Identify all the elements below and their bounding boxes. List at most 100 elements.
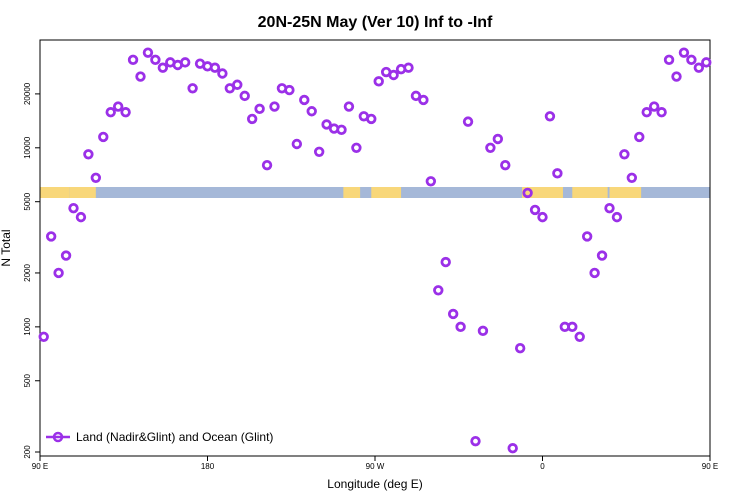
data-point-58 [470,435,481,447]
data-point-11 [120,107,131,118]
legend: Land (Nadir&Glint) and Ocean (Glint) [46,430,273,444]
data-point-51 [418,94,429,106]
legend-entry: Land (Nadir&Glint) and Ocean (Glint) [76,430,273,444]
data-point-7 [90,172,102,183]
data-point-65 [522,187,533,199]
data-point-13 [135,71,146,82]
land-segment-5 [572,187,608,198]
data-point-56 [455,321,466,333]
x-axis-label: Longitude (deg E) [327,477,422,491]
data-point-77 [611,211,623,223]
data-point-36 [306,106,317,117]
x-tick-label-2: 90 W [366,462,385,471]
x-axis: 90 E 180 90 W 0 90 E [32,456,718,471]
data-point-38 [321,119,332,130]
data-point-60 [485,142,496,154]
data-point-5 [75,211,87,223]
data-point-79 [626,172,638,183]
data-point-71 [567,321,578,333]
data-point-2 [53,267,64,279]
data-point-41 [343,101,355,112]
data-point-0 [38,331,49,342]
y-tick-label-6: 20000 [23,82,32,105]
data-point-8 [98,131,109,143]
data-point-29 [254,103,265,115]
data-point-66 [529,204,541,216]
land-segment-0 [40,187,70,198]
y-tick-label-2: 1000 [23,317,32,335]
x-tick-label-3: 0 [540,462,545,471]
x-tick-label-4: 90 E [702,462,718,471]
world-map-strip [40,187,710,198]
data-point-6 [83,149,94,160]
y-axis: 200 500 1000 2000 5000 10000 20000 [23,82,40,459]
legend-marker [52,431,64,443]
data-point-62 [500,159,511,171]
data-point-27 [239,90,250,102]
land-segment-3 [371,187,402,198]
data-point-10 [112,101,124,112]
data-point-12 [127,54,139,66]
data-point-40 [336,124,347,136]
data-point-50 [410,90,422,102]
data-point-9 [105,107,116,118]
data-point-33 [284,84,295,96]
data-point-59 [477,325,489,337]
land-segment-1 [69,187,96,198]
data-point-87 [686,54,697,66]
data-point-55 [447,308,459,320]
y-axis-label: N Total [0,229,13,266]
y-tick-label-5: 10000 [23,136,32,159]
data-point-76 [604,202,615,214]
data-point-83 [656,107,667,118]
data-point-28 [246,113,258,125]
chart-title: 20N-25N May (Ver 10) Inf to -Inf [258,14,493,31]
y-tick-label-1: 500 [23,374,32,388]
data-point-31 [269,101,280,112]
data-point-49 [403,62,414,73]
land-segment-4 [522,187,563,198]
data-point-89 [701,57,712,68]
data-point-78 [619,149,630,160]
data-point-88 [693,62,705,73]
data-point-82 [648,101,660,112]
data-point-86 [678,47,690,58]
data-point-1 [45,231,57,242]
data-point-57 [462,116,474,127]
data-point-81 [641,107,652,118]
data-point-20 [187,83,198,94]
data-point-74 [589,267,600,279]
land-segment-6 [609,187,642,198]
x-tick-label-0: 90 E [32,462,48,471]
data-point-26 [232,79,243,90]
data-point-72 [574,331,585,342]
data-point-47 [388,69,399,81]
data-point-34 [291,138,303,150]
data-point-45 [373,76,384,87]
x-tick-label-1: 180 [201,462,215,471]
land-segment-2 [343,187,361,198]
data-point-19 [179,57,191,68]
data-point-69 [552,168,563,179]
data-point-85 [671,71,682,82]
data-point-64 [514,342,526,354]
data-point-84 [663,54,675,66]
data-series-points [38,47,712,454]
data-point-80 [634,131,645,143]
data-point-73 [581,231,593,242]
data-point-37 [313,146,325,157]
data-point-61 [492,133,504,145]
plot-frame [39,39,711,457]
data-point-53 [433,285,444,296]
data-point-67 [537,211,548,223]
y-tick-label-0: 200 [23,445,32,459]
data-point-24 [217,68,228,79]
data-point-42 [351,142,362,154]
data-point-44 [366,113,377,125]
data-point-16 [157,62,169,73]
y-tick-label-3: 2000 [23,264,32,282]
data-point-52 [425,176,437,187]
data-point-68 [544,111,556,122]
data-point-23 [209,62,221,73]
